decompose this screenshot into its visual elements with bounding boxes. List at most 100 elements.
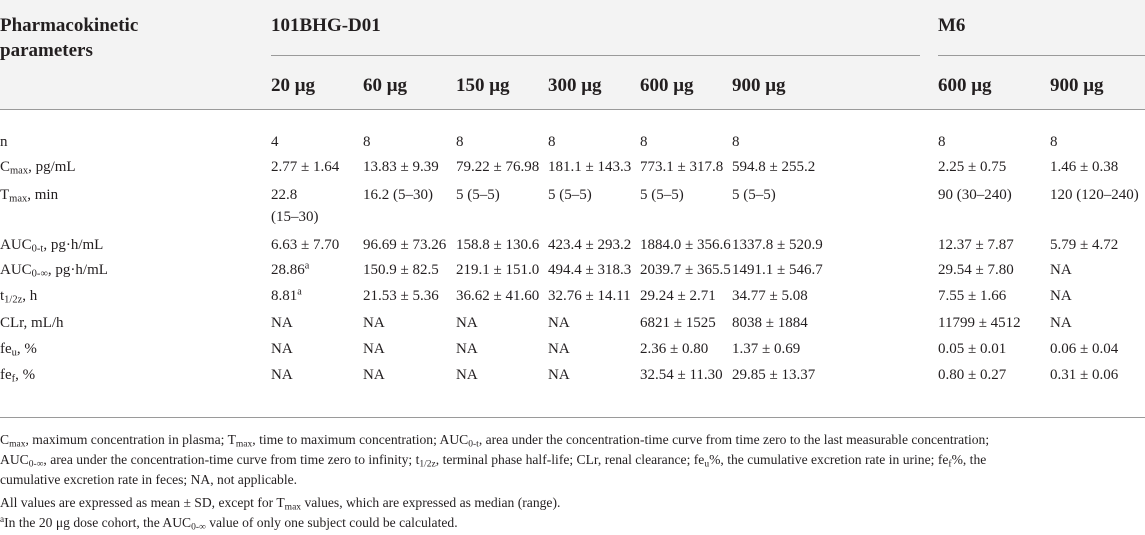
table-cell: NA	[456, 341, 478, 357]
row-label: Tmax, min	[0, 187, 59, 205]
row-label: Cmax, pg/mL	[0, 159, 76, 177]
table-cell: 158.8 ± 130.6	[456, 237, 540, 253]
table-cell: 181.1 ± 143.3	[548, 159, 632, 175]
table-cell: 5.79 ± 4.72	[1050, 237, 1119, 253]
row-label: feu, %	[0, 341, 37, 359]
table-bottom-rule	[0, 417, 1145, 418]
table-cell: 7.55 ± 1.66	[938, 288, 1007, 304]
table-cell: 29.85 ± 13.37	[732, 367, 816, 383]
table-cell: 1884.0 ± 356.6	[640, 237, 731, 253]
table-cell: 594.8 ± 255.2	[732, 159, 816, 175]
table-cell: 0.80 ± 0.27	[938, 367, 1007, 383]
table-cell: NA	[271, 367, 293, 383]
table-cell: 8	[640, 134, 648, 150]
table-cell: 8	[456, 134, 464, 150]
row-label: t1/2z, h	[0, 288, 38, 306]
table-cell: 6.63 ± 7.70	[271, 237, 340, 253]
param-header-line1: Pharmacokinetic	[0, 15, 139, 36]
table-cell: NA	[548, 367, 570, 383]
table-cell: 2.77 ± 1.64	[271, 159, 340, 175]
dose-header-0: 20 μg	[271, 75, 316, 96]
row-label: fef, %	[0, 367, 36, 385]
dose-header-3: 300 μg	[548, 75, 602, 96]
table-cell: 8038 ± 1884	[732, 315, 808, 331]
table-cell: 11799 ± 4512	[938, 315, 1021, 331]
table-cell: 5 (5–5)	[548, 187, 592, 203]
row-label: AUC0-t, pg·h/mL	[0, 237, 104, 255]
row-label: CLr, mL/h	[0, 315, 64, 331]
dose-header-2: 150 μg	[456, 75, 510, 96]
table-cell: 8	[548, 134, 556, 150]
table-cell: 0.31 ± 0.06	[1050, 367, 1119, 383]
table-cell: 29.24 ± 2.71	[640, 288, 716, 304]
table-cell: 79.22 ± 76.98	[456, 159, 540, 175]
table-cell: 219.1 ± 151.0	[456, 262, 540, 278]
dose-header-7: 900 μg	[1050, 75, 1104, 96]
table-cell: NA	[548, 341, 570, 357]
table-cell: NA	[1050, 262, 1072, 278]
table-cell: 6821 ± 1525	[640, 315, 716, 331]
footnote-abbreviations-line2: AUC0-∞, area under the concentration-tim…	[0, 452, 987, 470]
table-cell: NA	[363, 341, 385, 357]
table-cell: 8	[732, 134, 740, 150]
table-cell: 8.81a	[271, 286, 302, 304]
header-band	[0, 0, 1145, 109]
table-cell: 16.2 (5–30)	[363, 187, 433, 203]
table-cell: NA	[548, 315, 570, 331]
table-cell: 2.25 ± 0.75	[938, 159, 1007, 175]
dose-header-1: 60 μg	[363, 75, 408, 96]
table-cell: 1.37 ± 0.69	[732, 341, 801, 357]
footnote-a: aIn the 20 μg dose cohort, the AUC0-∞ va…	[0, 513, 458, 533]
table-cell: 5 (5–5)	[732, 187, 776, 203]
row-label: AUC0-∞, pg·h/mL	[0, 262, 108, 280]
footnote-abbreviations-line1: Cmax, maximum concentration in plasma; T…	[0, 432, 990, 450]
table-cell: 32.54 ± 11.30	[640, 367, 723, 383]
table-cell: NA	[456, 367, 478, 383]
footnote-abbreviations-line3: cumulative excretion rate in feces; NA, …	[0, 472, 298, 487]
table-cell: 28.86a	[271, 260, 310, 278]
group-underline-101bhg	[271, 55, 920, 56]
table-cell: 96.69 ± 73.26	[363, 237, 447, 253]
table-cell: 5 (5–5)	[640, 187, 684, 203]
row-label: n	[0, 134, 8, 150]
table-cell: 773.1 ± 317.8	[640, 159, 724, 175]
dose-header-5: 900 μg	[732, 75, 786, 96]
table-cell: 36.62 ± 41.60	[456, 288, 540, 304]
group-underline-m6	[938, 55, 1145, 56]
table-cell: NA	[363, 367, 385, 383]
table-cell: 21.53 ± 5.36	[363, 288, 439, 304]
table-cell: NA	[456, 315, 478, 331]
dose-header-6: 600 μg	[938, 75, 992, 96]
table-cell: 494.4 ± 318.3	[548, 262, 632, 278]
table-cell: 0.06 ± 0.04	[1050, 341, 1119, 357]
table-cell: 8	[363, 134, 371, 150]
footnote-values-note: All values are expressed as mean ± SD, e…	[0, 495, 561, 513]
table-cell: 22.8	[271, 187, 298, 203]
table-cell: 1491.1 ± 546.7	[732, 262, 823, 278]
table-cell: 90 (30–240)	[938, 187, 1012, 203]
table-cell-continuation: (15–30)	[271, 209, 319, 225]
table-cell: 1337.8 ± 520.9	[732, 237, 823, 253]
table-cell: NA	[1050, 315, 1072, 331]
group-header-101bhg: 101BHG-D01	[271, 15, 381, 36]
table-cell: 120 (120–240)	[1050, 187, 1139, 203]
table-cell: 2039.7 ± 365.5	[640, 262, 731, 278]
table-cell: 8	[1050, 134, 1058, 150]
table-cell: 8	[938, 134, 946, 150]
header-rule	[0, 109, 1145, 110]
table-cell: 0.05 ± 0.01	[938, 341, 1007, 357]
param-header-line2: parameters	[0, 40, 93, 61]
table-cell: 2.36 ± 0.80	[640, 341, 709, 357]
dose-header-4: 600 μg	[640, 75, 694, 96]
table-cell: 29.54 ± 7.80	[938, 262, 1014, 278]
table-cell: 423.4 ± 293.2	[548, 237, 632, 253]
table-cell: 13.83 ± 9.39	[363, 159, 439, 175]
table-cell: 4	[271, 134, 279, 150]
table-cell: 12.37 ± 7.87	[938, 237, 1014, 253]
table-cell: 1.46 ± 0.38	[1050, 159, 1119, 175]
table-cell: 32.76 ± 14.11	[548, 288, 631, 304]
table-cell: NA	[271, 315, 293, 331]
table-cell: 5 (5–5)	[456, 187, 500, 203]
table-cell: NA	[271, 341, 293, 357]
table-cell: 150.9 ± 82.5	[363, 262, 439, 278]
